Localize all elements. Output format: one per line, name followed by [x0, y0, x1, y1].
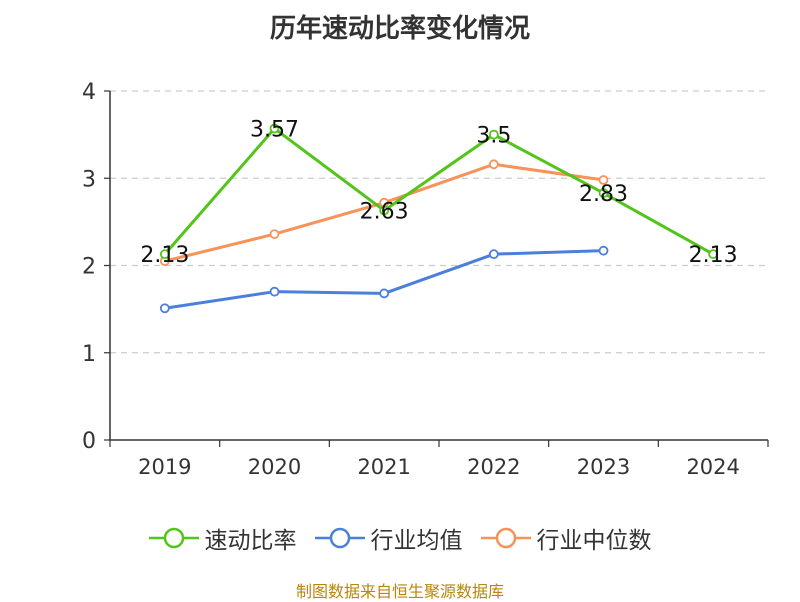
source-note: 制图数据来自恒生聚源数据库 [295, 582, 504, 601]
axes: 0 1 2 3 4 2019 2020 2021 2022 2023 2024 [82, 80, 769, 479]
legend-label: 行业中位数 [536, 528, 652, 554]
data-point [379, 205, 390, 216]
series-line [163, 127, 714, 256]
data-point [488, 129, 499, 140]
grid-lines [110, 90, 768, 354]
legend-item-industry-median[interactable]: 行业中位数 [480, 521, 652, 555]
data-point [488, 249, 499, 260]
data-point [598, 188, 609, 198]
data-label: 2.63 [360, 200, 409, 225]
data-label: 2.83 [579, 182, 628, 207]
legend-item-quick-ratio[interactable]: 速动比率 [148, 521, 297, 555]
x-tick-label: 2020 [248, 455, 301, 479]
x-tick-label: 2021 [357, 455, 410, 479]
y-tick-label: 2 [82, 255, 96, 280]
y-tick-label: 1 [82, 342, 96, 367]
y-tick-label: 3 [82, 167, 96, 192]
series-lines [163, 127, 714, 310]
data-point [708, 249, 719, 260]
chart-title: 历年速动比率变化情况 [269, 14, 530, 44]
data-point [269, 286, 280, 297]
legend-marker-blue [314, 527, 365, 549]
x-tick-label: 2022 [467, 455, 520, 479]
legend-marker-green [148, 527, 199, 549]
legend-item-industry-mean[interactable]: 行业均值 [314, 521, 463, 555]
data-point [159, 303, 170, 314]
data-point [269, 229, 280, 239]
y-tick-label: 0 [82, 429, 96, 454]
y-tick-label: 4 [82, 80, 96, 105]
data-point [598, 245, 609, 256]
legend-label: 行业均值 [370, 528, 463, 554]
legend: 速动比率 行业均值 行业中位数 [0, 518, 800, 558]
series-line [164, 249, 604, 310]
data-label: 2.13 [689, 243, 738, 268]
data-label: 3.5 [476, 124, 511, 149]
legend-marker-orange [480, 527, 531, 549]
x-tick-label: 2024 [686, 455, 739, 479]
data-label: 3.57 [250, 118, 299, 143]
data-label: 2.13 [140, 243, 189, 268]
data-labels: 2.13 3.57 2.63 3.5 2.83 2.13 [140, 118, 737, 269]
data-point [269, 123, 280, 134]
data-point [159, 249, 170, 260]
legend-label: 速动比率 [204, 528, 297, 554]
series-points [159, 123, 719, 314]
data-point [598, 175, 609, 185]
x-tick-label: 2023 [577, 455, 630, 479]
data-point [379, 288, 390, 299]
x-tick-label: 2019 [138, 455, 191, 479]
data-point [488, 159, 499, 170]
